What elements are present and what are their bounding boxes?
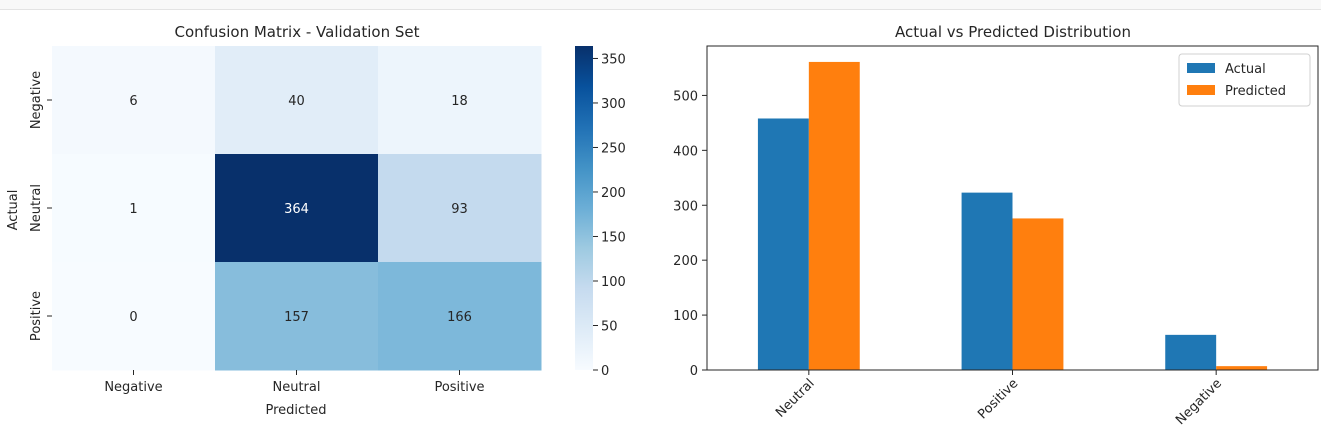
heatmap-y-tick-label: Neutral (29, 184, 44, 232)
heatmap-cell (52, 46, 216, 155)
heatmap-title: Confusion Matrix - Validation Set (174, 23, 419, 41)
bar-y-tick-label: 0 (690, 364, 698, 379)
heatmap-x-tick-label: Positive (434, 380, 484, 395)
colorbar-gradient (575, 46, 593, 370)
legend-swatch-predicted (1187, 85, 1215, 95)
colorbar-ticks: 0 50 100 150 200 250 300 350 (593, 52, 626, 379)
bar-y-tick-label: 200 (673, 254, 698, 269)
legend-label-predicted: Predicted (1225, 84, 1286, 99)
bar-chart-bars (757, 61, 1268, 371)
heatmap-cell (52, 262, 216, 371)
heatmap-x-tick-label: Neutral (273, 380, 321, 395)
bar-chart-legend: Actual Predicted (1178, 53, 1311, 107)
heatmap-cell-value: 0 (129, 310, 137, 325)
legend-label-actual: Actual (1225, 62, 1266, 77)
bar-x-tick-label: Negative (1173, 376, 1225, 428)
heatmap-cell-value: 157 (284, 310, 309, 325)
heatmap-y-tick-label: Positive (29, 291, 44, 341)
heatmap-cell (52, 154, 216, 263)
bar-y-tick-label: 100 (673, 309, 698, 324)
heatmap-annotations: 6 40 18 1 364 93 0 157 166 (129, 94, 472, 325)
bar-x-tick-label: Neutral (773, 376, 818, 421)
bar-x-tick-label: Positive (975, 376, 1021, 422)
heatmap-cell (378, 154, 542, 263)
heatmap-cell (215, 46, 379, 155)
colorbar-tick-label: 100 (601, 275, 626, 290)
heatmap-cell (215, 154, 379, 263)
heatmap-y-tick-label: Negative (29, 71, 44, 129)
legend-swatch-actual (1187, 63, 1215, 73)
heatmap-x-axis-label: Predicted (265, 403, 326, 418)
heatmap-cell-value: 93 (451, 202, 468, 217)
colorbar-tick-label: 50 (601, 319, 618, 334)
bar-y-tick-label: 500 (673, 89, 698, 104)
heatmap-x-axis: Negative Neutral Positive (104, 370, 485, 395)
heatmap-cell-value: 6 (129, 94, 137, 109)
colorbar-tick-label: 300 (601, 97, 626, 112)
heatmap-cell-value: 40 (288, 94, 305, 109)
bar-chart-panel: Actual vs Predicted Distribution 0 100 200… (673, 23, 1319, 428)
colorbar-tick-label: 350 (601, 52, 626, 67)
bar-actual (757, 118, 809, 371)
heatmap-cell-value: 1 (129, 202, 137, 217)
colorbar-tick-label: 250 (601, 141, 626, 156)
heatmap-cell-value: 364 (284, 202, 309, 217)
bar-y-tick-label: 400 (673, 144, 698, 159)
heatmap-cells (52, 46, 542, 371)
bar-chart-frame (706, 45, 1319, 371)
colorbar-tick-label: 200 (601, 186, 626, 201)
heatmap-cell-value: 18 (451, 94, 468, 109)
bar-chart-title: Actual vs Predicted Distribution (895, 23, 1131, 41)
colorbar: 0 50 100 150 200 250 300 350 (575, 46, 626, 379)
bar-y-tick-label: 300 (673, 199, 698, 214)
bar-actual (1165, 334, 1217, 370)
heatmap-x-tick-label: Negative (104, 380, 162, 395)
heatmap-cell (378, 262, 542, 371)
heatmap-y-axis: Negative Neutral Positive (29, 71, 52, 341)
bar-chart-x-axis: Neutral Positive Negative (773, 370, 1225, 428)
bar-chart-y-axis: 0 100 200 300 400 500 (673, 89, 707, 379)
bar-predicted (808, 61, 860, 371)
heatmap-y-axis-label: Actual (6, 190, 21, 231)
heatmap-cell (215, 262, 379, 371)
heatmap-cell-value: 166 (447, 310, 472, 325)
colorbar-tick-label: 150 (601, 230, 626, 245)
heatmap-cell (378, 46, 542, 155)
colorbar-tick-label: 0 (601, 364, 609, 379)
heatmap-panel: Confusion Matrix - Validation Set 6 40 18 1… (6, 23, 542, 418)
notebook-cell-top-strip (0, 0, 1321, 10)
bar-predicted (1216, 366, 1268, 370)
bar-predicted (1012, 218, 1064, 370)
bar-actual (961, 192, 1013, 370)
